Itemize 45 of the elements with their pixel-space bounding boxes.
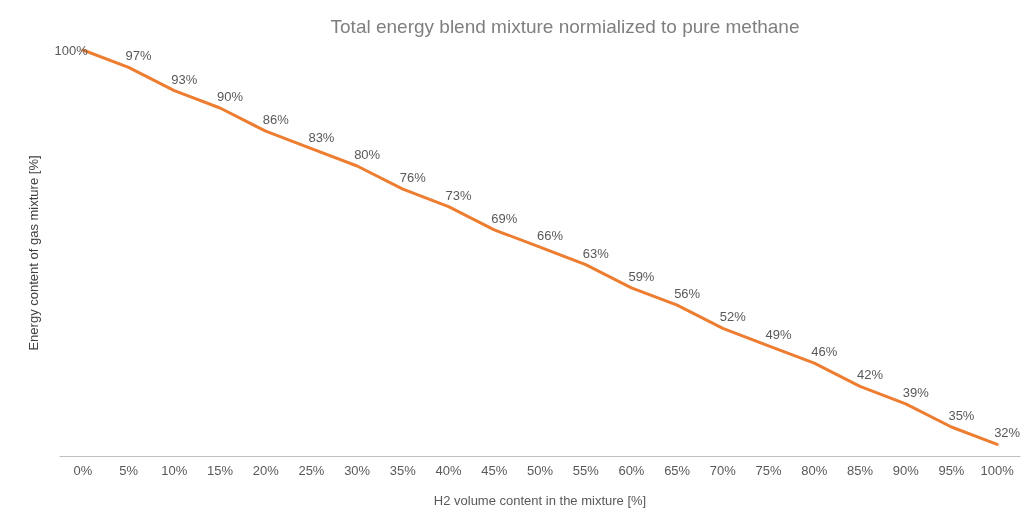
data-label: 83% — [308, 129, 335, 145]
data-label: 86% — [262, 112, 290, 128]
data-label: 59% — [628, 268, 655, 284]
data-label: 90% — [216, 89, 244, 104]
x-tick-label: 30% — [344, 463, 371, 478]
data-label: 56% — [674, 286, 701, 302]
x-tick-label: 55% — [572, 463, 600, 478]
data-label: 73% — [445, 187, 473, 203]
x-axis-title: H2 volume content in the mixture [%] — [433, 493, 647, 508]
x-tick-label: 10% — [161, 463, 188, 478]
x-tick-label: 50% — [526, 463, 554, 478]
data-label: 97% — [125, 48, 153, 64]
x-tick-label: 80% — [801, 463, 828, 478]
x-tick-label: 45% — [481, 463, 508, 478]
data-label: 93% — [171, 71, 198, 87]
x-tick-label: 60% — [618, 463, 645, 478]
data-label: 80% — [354, 147, 381, 162]
chart-title: Total energy blend mixture normialized to pure methane — [330, 16, 800, 37]
x-tick-label: 0% — [73, 463, 93, 478]
x-tick-label: 75% — [755, 463, 783, 478]
data-label: 39% — [902, 384, 930, 400]
x-tick-label: 35% — [389, 463, 417, 478]
x-tick-label: 100% — [980, 463, 1015, 478]
data-label: 100% — [54, 42, 89, 58]
data-label: 69% — [491, 210, 518, 226]
x-tick-label: 65% — [664, 463, 691, 478]
x-tick-label: 90% — [892, 463, 920, 478]
x-tick-label: 25% — [298, 463, 325, 478]
data-label: 63% — [582, 245, 610, 261]
x-tick-label: 85% — [846, 463, 874, 478]
data-label: 76% — [399, 170, 427, 186]
x-tick-label: 40% — [435, 463, 463, 478]
y-axis-title: Energy content of gas mixture [%] — [26, 155, 41, 351]
data-label: 66% — [536, 228, 564, 244]
data-label: 46% — [811, 344, 838, 360]
data-label: 49% — [765, 326, 793, 342]
x-tick-label: 15% — [206, 463, 234, 478]
x-tick-label: 20% — [252, 463, 280, 478]
data-label: 35% — [948, 408, 975, 423]
data-label: 42% — [856, 367, 884, 383]
data-label: 32% — [994, 425, 1021, 441]
data-label: 52% — [719, 309, 747, 325]
x-tick-label: 95% — [938, 463, 965, 478]
x-tick-label: 5% — [119, 463, 139, 478]
x-tick-label: 70% — [709, 463, 737, 478]
